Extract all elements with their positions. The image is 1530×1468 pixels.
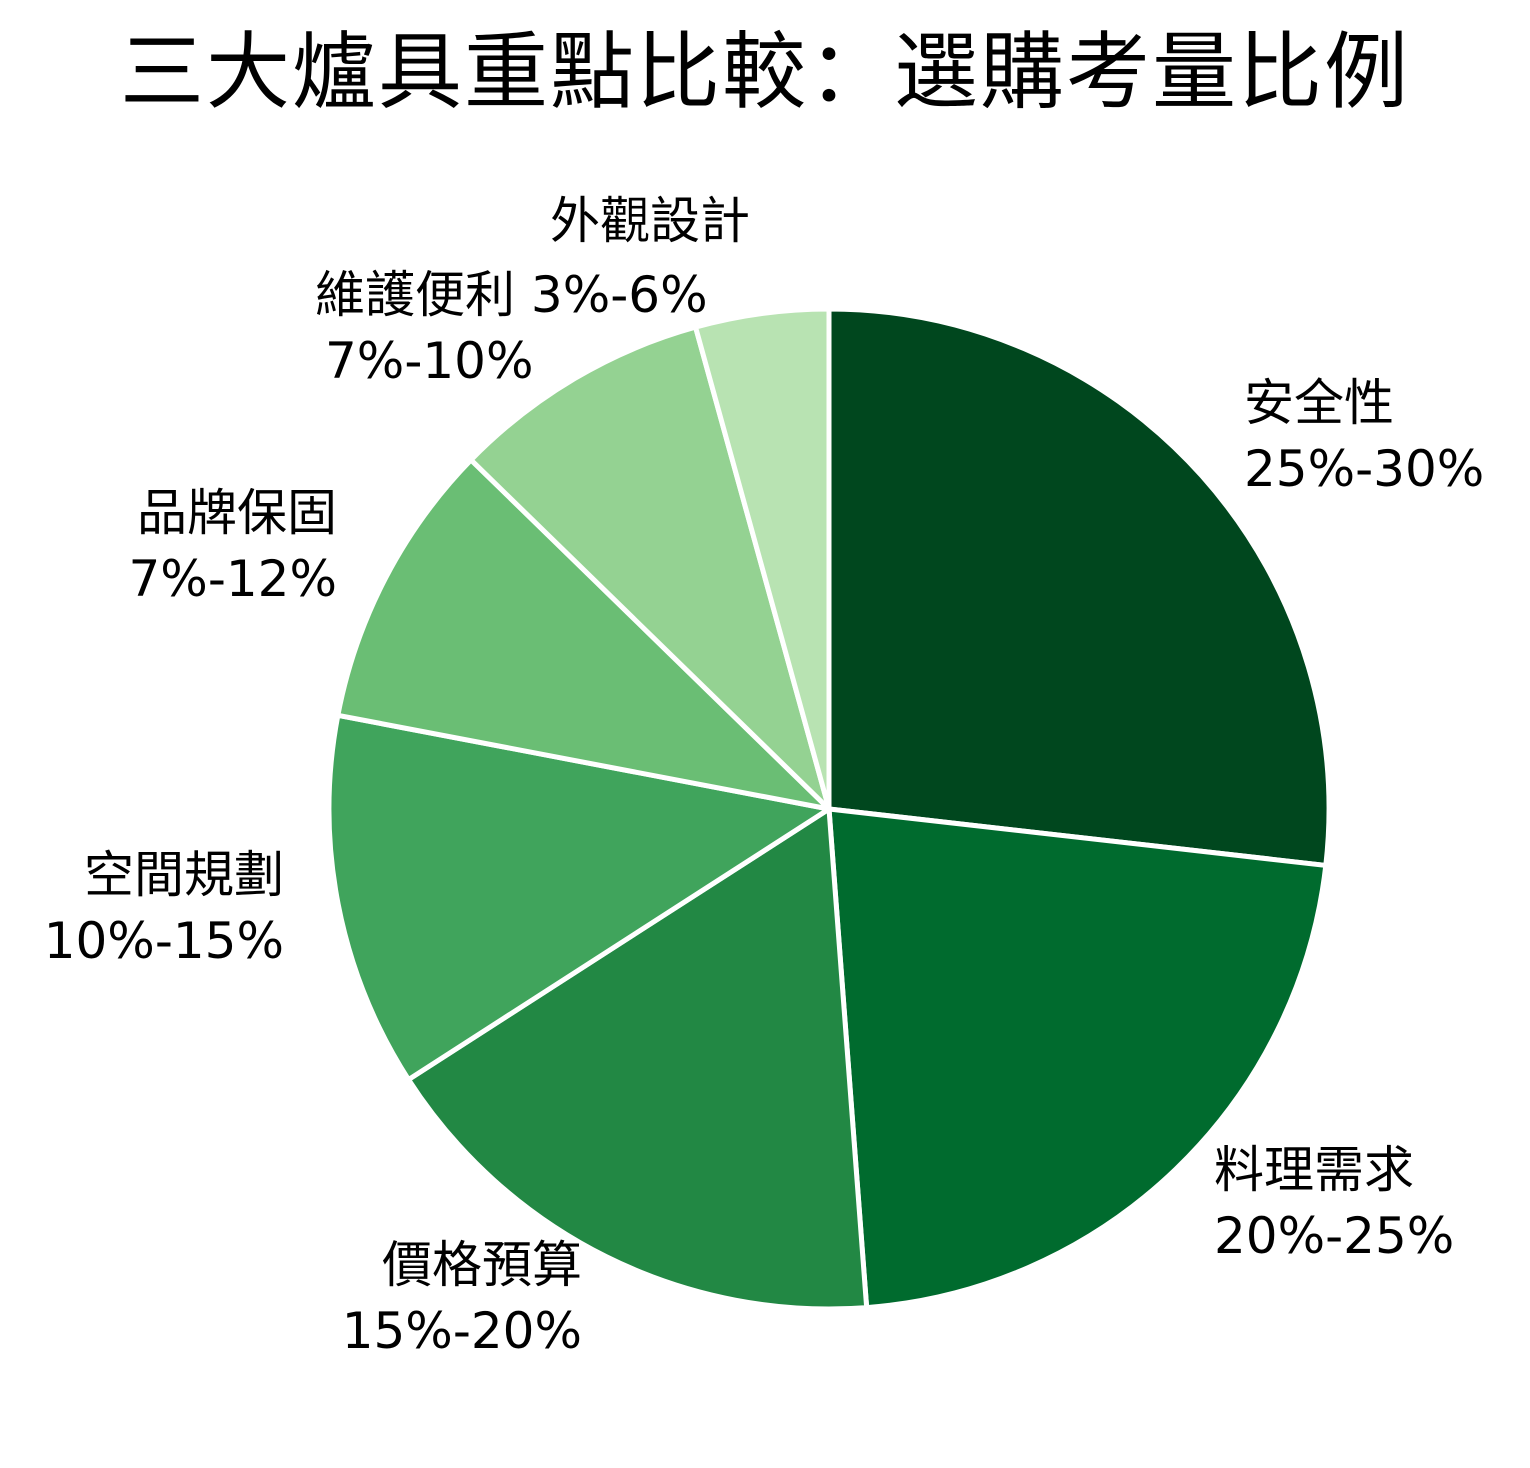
pie-slice xyxy=(826,806,1329,1311)
label-percent: 20%-25% xyxy=(1214,1207,1455,1265)
pie-slice xyxy=(693,306,832,812)
label-maintenance: 維護便利 3%-6% 7%-10% xyxy=(315,262,708,394)
label-cooking: 料理需求 20%-25% xyxy=(1214,1137,1454,1269)
label-brand: 品牌保固 7%-12% xyxy=(129,480,338,612)
label-name: 空間規劃 xyxy=(84,846,284,904)
pie-slice xyxy=(326,712,832,1083)
chart-title: 三大爐具重點比較：選購考量比例 xyxy=(119,23,1410,121)
label-percent: 15%-20% xyxy=(341,1302,582,1360)
pie-slice xyxy=(406,806,870,1312)
label-name: 維護便利 3%-6% xyxy=(315,262,708,328)
label-name: 安全性 xyxy=(1244,374,1394,432)
label-percent: 7%-12% xyxy=(128,550,338,608)
label-safety: 安全性 25%-30% xyxy=(1244,370,1484,502)
label-percent: 10%-15% xyxy=(43,912,284,970)
pie-slice xyxy=(826,306,1332,868)
pie-slice xyxy=(468,324,832,812)
label-appearance-name: 外觀設計 xyxy=(550,188,750,254)
appearance-percent: 3%-6% xyxy=(530,266,708,324)
label-percent: 7%-10% xyxy=(325,332,534,390)
label-name: 外觀設計 xyxy=(550,192,750,250)
label-percent: 25%-30% xyxy=(1244,440,1485,498)
label-price: 價格預算 15%-20% xyxy=(342,1232,582,1364)
pie-slice xyxy=(335,457,832,812)
label-name: 品牌保固 xyxy=(137,484,337,542)
label-name: 料理需求 xyxy=(1214,1141,1414,1199)
label-name: 價格預算 xyxy=(382,1236,582,1294)
maintenance-name: 維護便利 xyxy=(315,266,515,324)
label-space: 空間規劃 10%-15% xyxy=(44,842,284,974)
